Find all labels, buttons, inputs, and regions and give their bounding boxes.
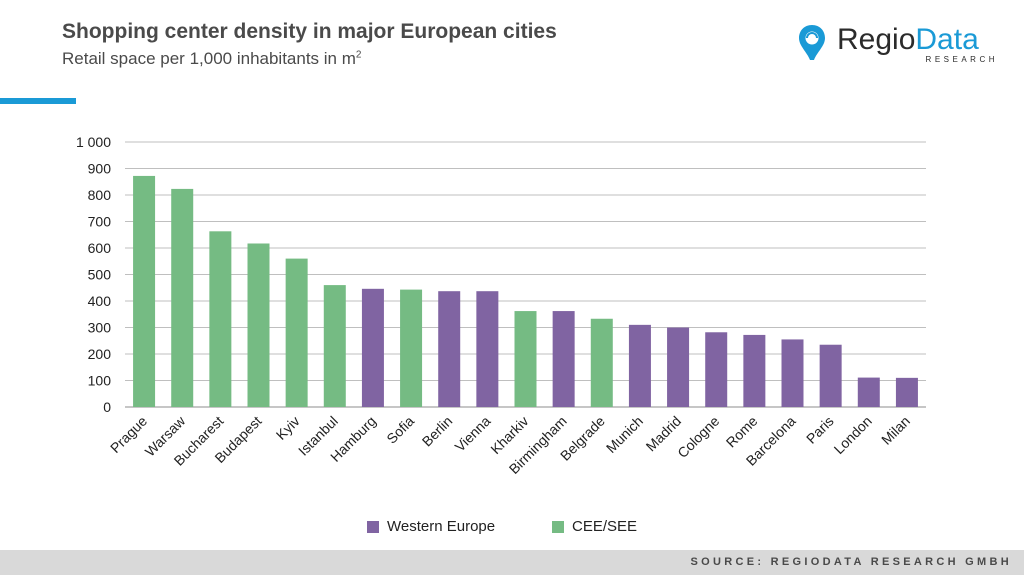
y-tick-label: 900: [88, 161, 112, 177]
bars: [133, 175, 918, 407]
accent-bar: [0, 98, 76, 104]
bar-bucharest: [209, 231, 232, 407]
bar-kyiv: [285, 258, 308, 407]
legend: Western Europe CEE/SEE: [0, 518, 1024, 540]
legend-item-cee-see: CEE/SEE: [552, 518, 637, 535]
y-tick-label: 800: [88, 187, 112, 203]
logo-name-part1: Regio: [837, 23, 916, 56]
bar-barcelona: [781, 339, 804, 407]
logo-wordmark: RegioData: [837, 22, 979, 58]
legend-label-cee-see: CEE/SEE: [572, 518, 638, 535]
source-note: SOURCE: REGIODATA RESEARCH GMBH: [690, 556, 1012, 568]
bar-prague: [133, 175, 156, 407]
chart-title: Shopping center density in major Europea…: [62, 20, 557, 43]
y-tick-label: 100: [88, 373, 112, 389]
x-tick-label-london: London: [831, 413, 875, 457]
y-axis-ticks: 0 100 200 300 400 500 600 700 800 900 1 000: [76, 134, 111, 415]
legend-swatch-western-europe: [367, 520, 379, 533]
legend-item-western-europe: Western Europe: [367, 518, 495, 535]
x-tick-label-kyiv: Kyiv: [273, 413, 303, 443]
y-tick-label: 200: [88, 346, 112, 362]
bar-chart: 0 100 200 300 400 500 600 700 800 900 1 000 Prague…: [76, 134, 926, 477]
y-tick-label: 400: [88, 293, 112, 309]
map-pin-icon: [799, 25, 825, 60]
x-tick-label-paris: Paris: [803, 413, 837, 447]
bar-paris: [819, 344, 842, 407]
bar-sofia: [400, 289, 423, 407]
bar-kharkiv: [514, 311, 537, 407]
y-tick-label: 300: [88, 320, 112, 336]
legend-swatch-cee-see: [552, 520, 564, 533]
logo-tagline: RESEARCH: [925, 55, 998, 64]
bar-belgrade: [590, 318, 613, 407]
y-tick-label: 600: [88, 240, 112, 256]
x-tick-label-milan: Milan: [878, 413, 913, 448]
footer: SOURCE: REGIODATA RESEARCH GMBH: [0, 550, 1024, 575]
subtitle-superscript: 2: [355, 49, 362, 61]
x-tick-label-munich: Munich: [603, 413, 646, 456]
bar-budapest: [247, 243, 270, 407]
x-tick-label-sofia: Sofia: [383, 413, 417, 447]
bar-hamburg: [361, 288, 384, 407]
y-tick-label: 700: [88, 214, 112, 230]
x-tick-label-berlin: Berlin: [419, 413, 456, 450]
bar-warsaw: [171, 188, 194, 407]
bar-berlin: [438, 291, 461, 407]
bar-birmingham: [552, 311, 575, 407]
logo-name-part2: Data: [915, 23, 979, 56]
y-tick-label: 500: [88, 267, 112, 283]
bar-rome: [743, 334, 766, 407]
x-tick-label-vienna: Vienna: [452, 413, 494, 455]
bar-munich: [628, 324, 651, 407]
legend-label-western-europe: Western Europe: [387, 518, 496, 535]
chart-subtitle: Retail space per 1,000 inhabitants in m2: [62, 49, 361, 69]
y-tick-label: 1 000: [76, 134, 111, 150]
bar-cologne: [705, 332, 728, 407]
bar-madrid: [667, 327, 690, 407]
bar-vienna: [476, 291, 499, 407]
y-tick-label: 0: [103, 399, 111, 415]
regiodata-logo: RegioData RESEARCH: [797, 22, 1007, 72]
x-tick-label-cologne: Cologne: [674, 413, 722, 461]
bar-milan: [895, 377, 918, 407]
bar-istanbul: [323, 285, 346, 407]
bar-london: [857, 377, 880, 407]
subtitle-text: Retail space per 1,000 inhabitants in m: [62, 49, 356, 68]
